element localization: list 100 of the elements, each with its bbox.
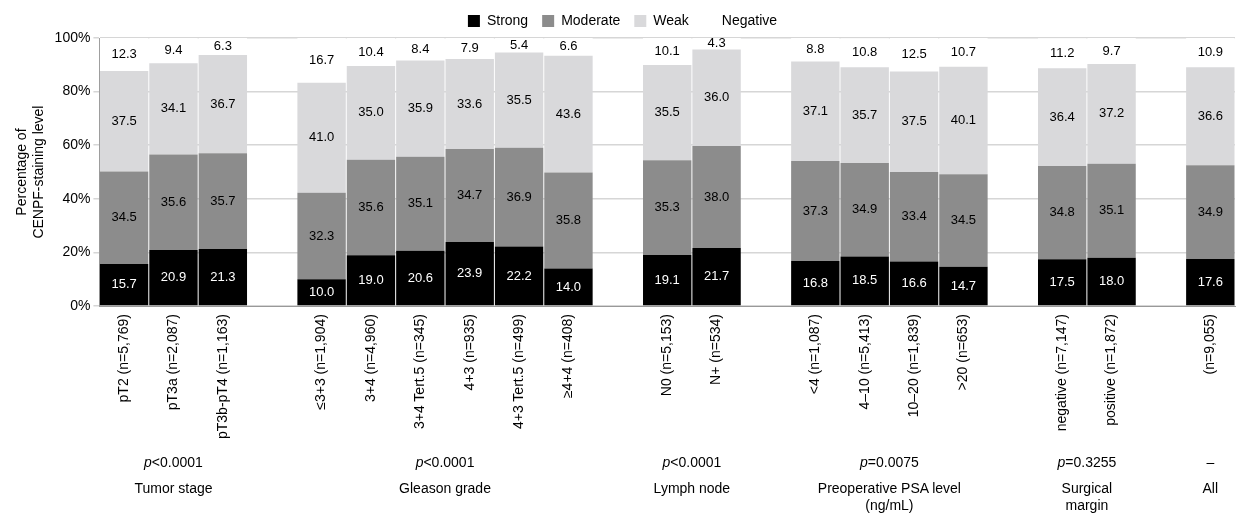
data-label: 37.1 [802,102,828,118]
x-tick-label: 4–10 (n=5,413) [855,314,872,410]
x-tick-label: pT3b-pT4 (n=1,163) [213,314,230,439]
data-label: 7.9 [460,39,479,55]
data-label: 40.1 [950,112,977,128]
data-label: 35.5 [654,104,680,120]
data-label: 16.7 [308,51,335,67]
data-label: 34.5 [950,212,977,228]
data-label: 15.7 [111,276,137,292]
data-label: 10.9 [1197,44,1223,60]
data-label: 16.8 [802,274,828,290]
data-label: 37.3 [802,202,828,218]
x-tick-label: positive (n=1,872) [1102,314,1119,426]
y-tick-label: 20% [62,243,91,260]
data-label: 35.0 [358,104,384,120]
data-label: 6.6 [559,38,578,54]
x-tick-label: negative (n=7,147) [1053,314,1070,432]
data-label: 35.1 [1098,202,1125,218]
data-label: 23.9 [457,265,483,281]
data-label: 38.0 [703,188,730,204]
data-label: 34.9 [852,201,878,217]
bar [1186,165,1235,259]
data-label: 9.4 [164,42,183,58]
data-label: 35.6 [358,199,384,215]
legend-label: Weak [653,11,690,28]
data-label: 35.1 [407,195,433,211]
text: p=0.0075 [858,453,919,470]
data-label: 35.8 [555,212,582,228]
y-tick-label: 40% [62,189,91,206]
data-label: 10.1 [654,43,680,59]
data-label: 21.7 [703,268,730,284]
text: p<0.0001 [143,453,204,470]
data-label: 43.6 [555,105,582,121]
text: Lymph node [653,479,731,496]
series-label: Negative [721,11,778,28]
data-label: 35.7 [852,106,878,122]
x-tick-label: (n=9,055) [1201,314,1218,375]
data-label: 36.4 [1049,108,1075,124]
x-tick-label: 4+3 Tert.5 (n=499) [509,314,526,430]
text: – [1206,453,1215,470]
data-label: 14.0 [555,278,582,294]
data-label: 34.9 [1197,203,1223,219]
data-label: 35.7 [210,192,236,208]
data-label: 41.0 [308,129,335,145]
data-label: 18.5 [852,272,878,288]
data-label: 32.3 [308,227,335,243]
data-label: 10.7 [950,43,977,59]
data-label: 19.1 [654,271,680,287]
data-label: 37.2 [1098,105,1125,121]
x-tick-label: N0 (n=5,153) [658,314,675,397]
data-label: 6.3 [213,38,232,54]
text: p<0.0001 [414,453,475,470]
data-label: 35.3 [654,199,680,215]
data-label: 8.8 [806,41,825,57]
x-tick-label: 3+4 Tert.5 (n=345) [411,314,428,430]
text: Gleason grade [399,479,492,496]
data-label: 10.8 [852,44,878,60]
text: p=0.3255 [1056,453,1117,470]
text: All [1202,479,1219,496]
y-tick-label: 0% [70,296,91,313]
x-tick-label: 4+3 (n=935) [460,314,477,391]
data-label: 4.3 [707,35,726,51]
x-tick-label: >20 (n=653) [954,314,971,391]
data-label: 34.1 [160,100,187,116]
data-label: 17.5 [1049,273,1075,289]
data-label: 33.6 [457,95,483,111]
data-label: 33.4 [901,208,927,224]
data-label: 20.6 [407,269,433,285]
data-label: 34.7 [457,187,483,203]
data-label: 22.2 [506,267,532,283]
y-tick-label: 80% [62,82,91,99]
x-tick-label: ≤3+3 (n=1,904) [312,314,329,410]
legend-label: Moderate [561,11,621,28]
data-label: 19.0 [358,271,384,287]
data-label: 9.7 [1102,42,1121,58]
text: Surgical margin [1061,479,1113,513]
x-tick-label: pT2 (n=5,769) [114,314,131,403]
data-label: 34.8 [1049,204,1075,220]
data-label: 12.3 [111,46,137,62]
data-label: 12.5 [901,46,927,62]
data-label: 34.5 [111,209,137,225]
data-label: 35.9 [407,100,433,116]
data-label: 21.3 [210,268,236,284]
data-label: 36.7 [210,95,236,111]
text: p<0.0001 [661,453,722,470]
data-label: 37.5 [901,113,927,129]
data-label: 35.6 [160,193,187,209]
x-tick-label: ≥4+4 (n=408) [559,314,576,399]
data-label: 36.0 [703,89,730,105]
y-tick-label: 60% [62,136,91,153]
data-label: 17.6 [1197,273,1223,289]
x-tick-label: 3+4 (n=4,960) [361,314,378,403]
x-tick-label: <4 (n=1,087) [806,314,823,395]
data-label: 36.9 [506,188,532,204]
data-label: 18.0 [1098,273,1125,289]
x-tick-label: 10–20 (n=1,839) [904,314,921,418]
data-label: 36.6 [1197,107,1223,123]
x-tick-label: pT3a (n=2,087) [164,314,181,411]
legend-label: Strong [486,11,529,28]
bar [1186,258,1235,306]
